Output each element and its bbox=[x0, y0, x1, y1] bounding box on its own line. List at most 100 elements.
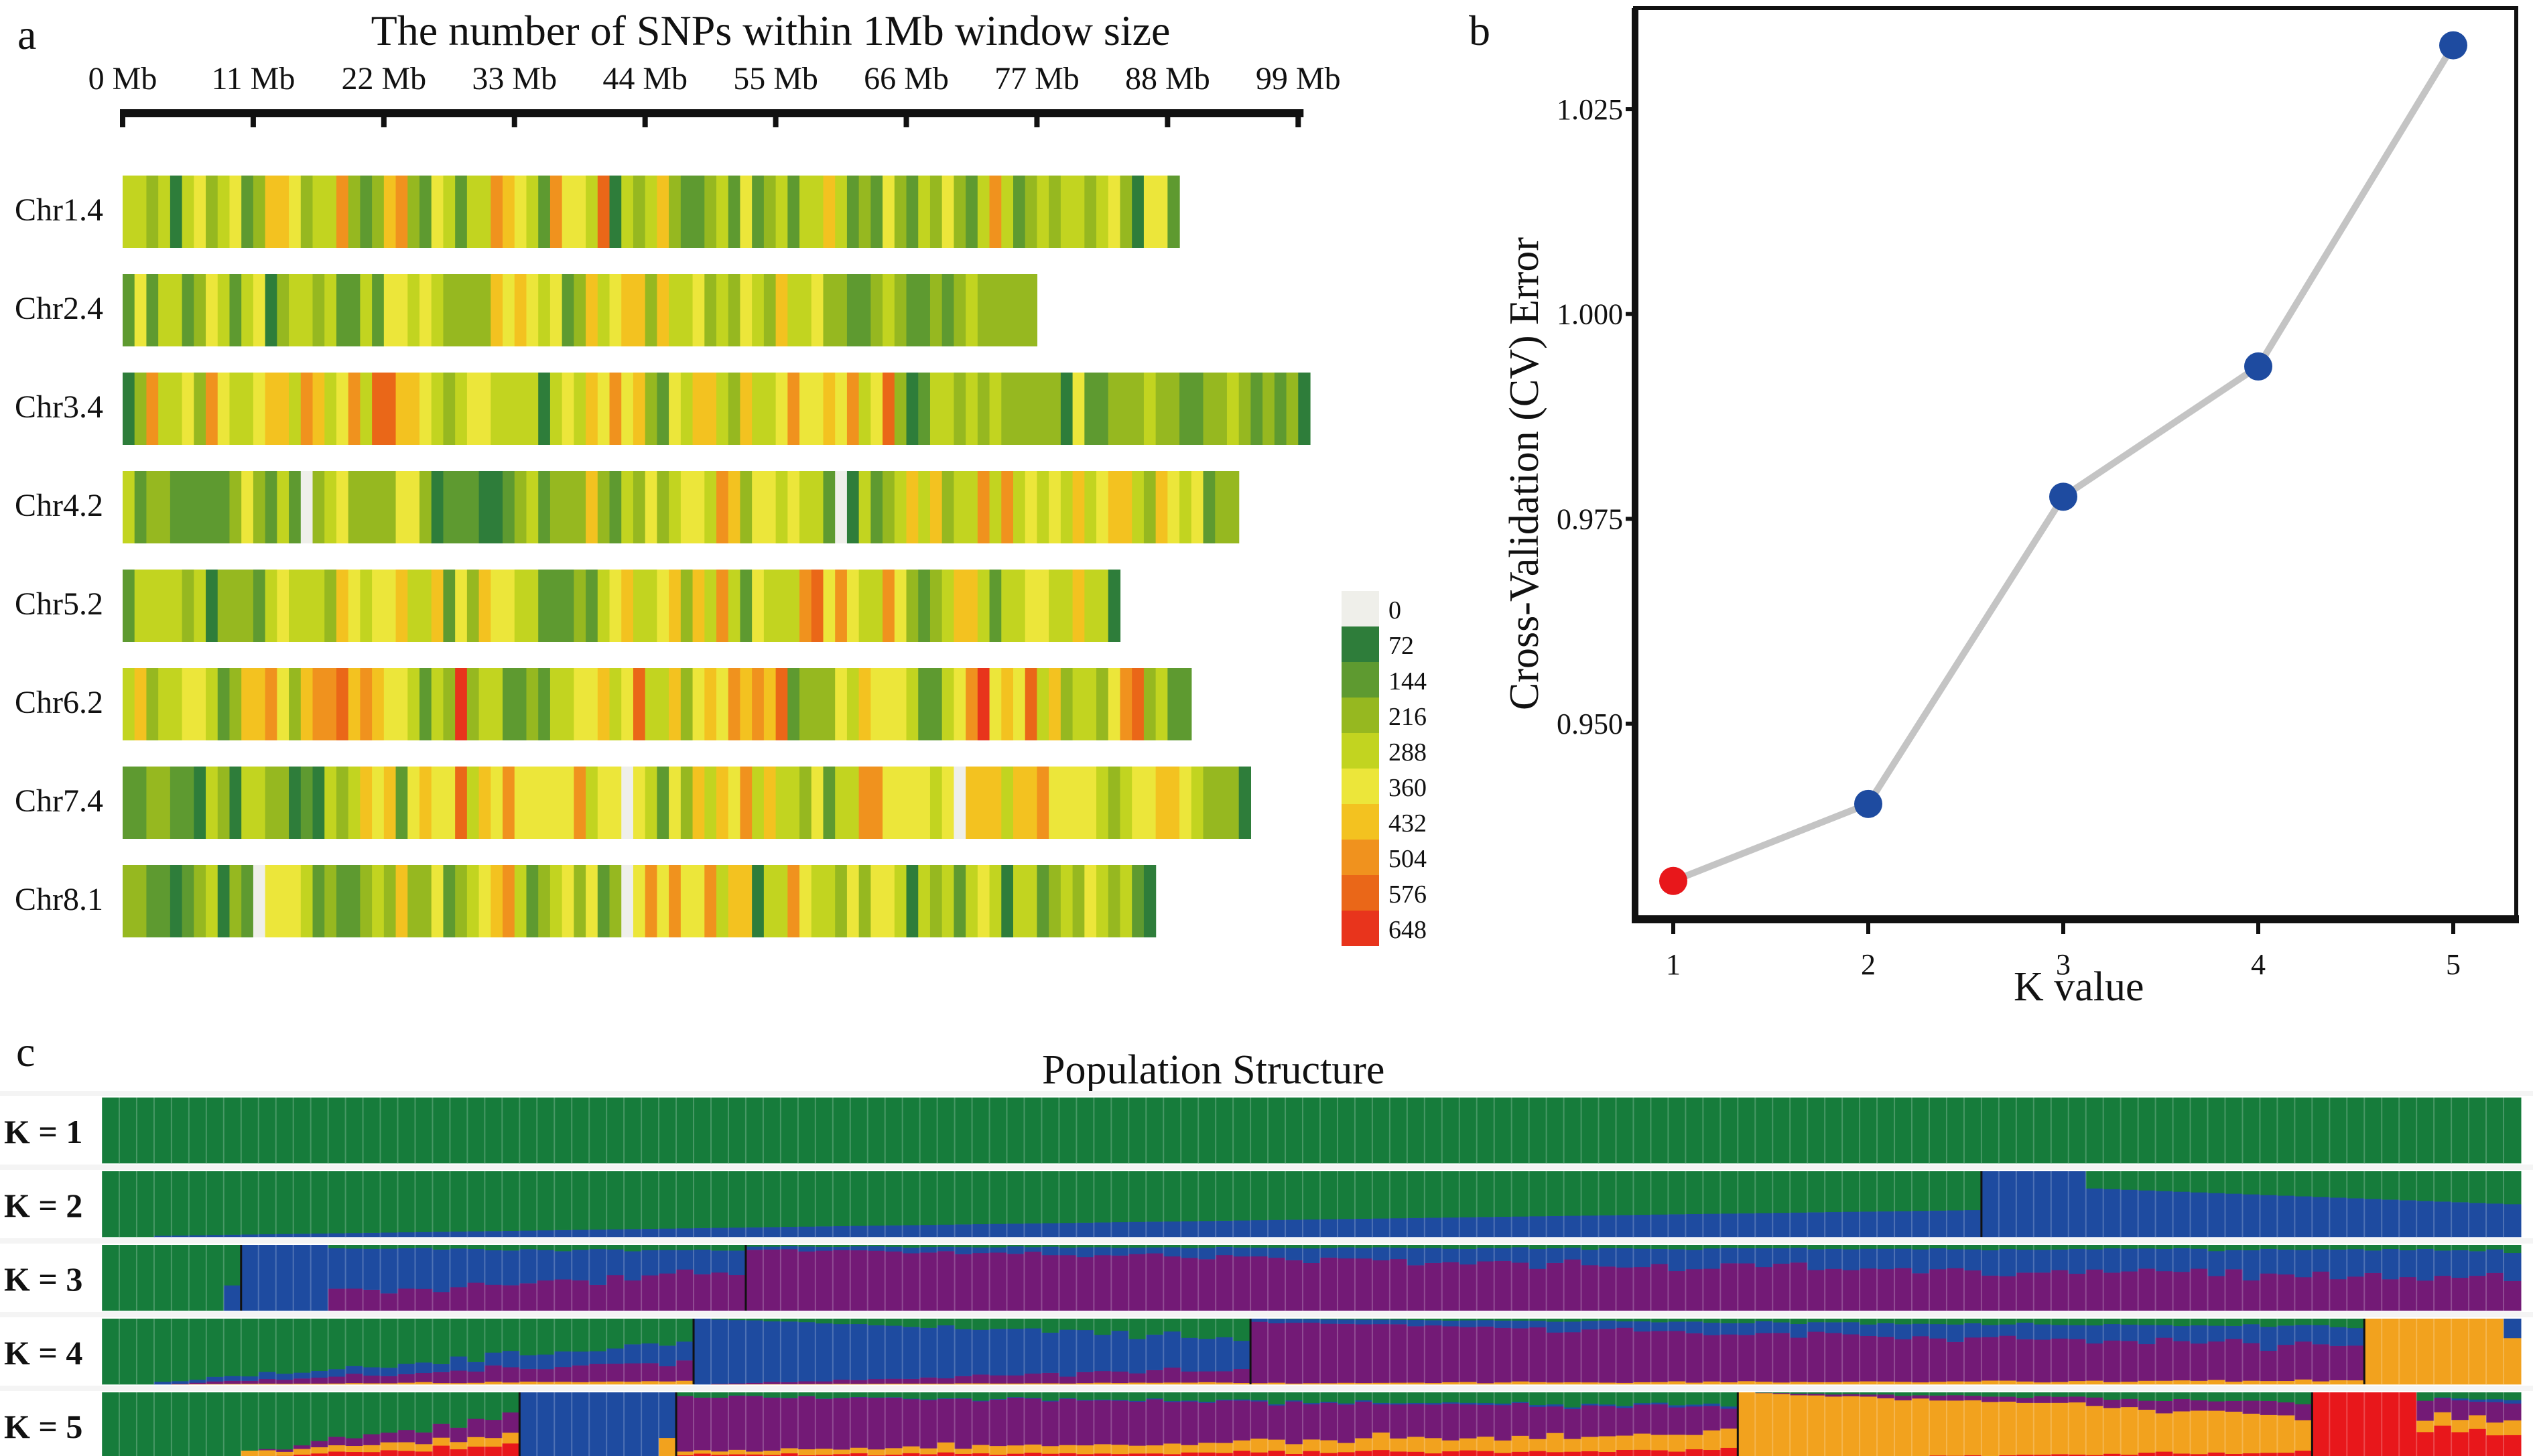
ancestry-green bbox=[450, 1319, 468, 1357]
snp-window bbox=[846, 176, 860, 248]
ancestry-purple bbox=[710, 1397, 729, 1452]
individual-bar bbox=[1354, 1171, 1373, 1238]
snp-window bbox=[763, 865, 777, 937]
ancestry-purple bbox=[2382, 1279, 2400, 1311]
snp-window bbox=[645, 668, 657, 740]
ancestry-green bbox=[1476, 1319, 1495, 1321]
ancestry-orange bbox=[2504, 1337, 2522, 1385]
snp-window bbox=[383, 176, 397, 248]
individual-bar bbox=[1580, 1245, 1600, 1311]
snp-window bbox=[1155, 176, 1168, 248]
ancestry-purple bbox=[1459, 1327, 1478, 1382]
legend-label: 360 bbox=[1388, 774, 1427, 802]
individual-bar bbox=[919, 1171, 938, 1238]
ancestry-purple bbox=[2294, 1341, 2313, 1380]
ancestry-purple bbox=[832, 1250, 851, 1311]
snp-window bbox=[383, 865, 397, 937]
ancestry-purple bbox=[2051, 1270, 2069, 1311]
ancestry-purple bbox=[1703, 1335, 1721, 1382]
ancestry-purple bbox=[1285, 1260, 1303, 1311]
ancestry-blue bbox=[2312, 1197, 2330, 1238]
ancestry-green bbox=[1981, 1319, 2000, 1325]
individual-bar bbox=[1754, 1098, 1773, 1164]
ancestry-green bbox=[1268, 1245, 1286, 1248]
ancestry-green bbox=[1041, 1319, 1059, 1333]
ancestry-orange bbox=[345, 1445, 364, 1453]
ancestry-green bbox=[1738, 1245, 1756, 1248]
individual-bar bbox=[1528, 1098, 1547, 1164]
snp-window bbox=[918, 176, 931, 248]
ancestry-purple bbox=[1041, 1372, 1059, 1384]
ancestry-green bbox=[710, 1245, 729, 1251]
ancestry-red bbox=[432, 1445, 450, 1456]
ancestry-orange bbox=[2434, 1319, 2452, 1385]
ancestry-blue bbox=[2277, 1195, 2295, 1238]
snp-window bbox=[372, 471, 385, 543]
snp-window bbox=[455, 865, 468, 937]
snp-window bbox=[918, 865, 931, 937]
ancestry-orange bbox=[1128, 1382, 1147, 1385]
individual-bar bbox=[240, 1245, 259, 1311]
ancestry-green bbox=[1790, 1245, 1808, 1248]
snp-window bbox=[680, 767, 694, 839]
snp-window bbox=[431, 176, 444, 248]
ancestry-purple bbox=[2312, 1271, 2330, 1311]
ancestry-green bbox=[206, 1319, 224, 1377]
individual-bar bbox=[1685, 1319, 1703, 1385]
ancestry-purple bbox=[415, 1432, 433, 1445]
ancestry-orange bbox=[1319, 1383, 1338, 1385]
snp-window bbox=[763, 570, 777, 642]
snp-window bbox=[123, 176, 135, 248]
ancestry-blue bbox=[797, 1321, 816, 1382]
snp-window bbox=[206, 471, 218, 543]
ancestry-purple bbox=[1998, 1276, 2017, 1311]
ancestry-green bbox=[937, 1392, 956, 1399]
snp-window bbox=[360, 471, 373, 543]
ancestry-blue bbox=[2068, 1171, 2087, 1238]
ancestry-green bbox=[850, 1392, 868, 1398]
ancestry-blue bbox=[1354, 1218, 1373, 1238]
ancestry-purple bbox=[1059, 1398, 1077, 1445]
panel-b-letter: b bbox=[1469, 7, 1490, 54]
snp-window bbox=[1143, 471, 1157, 543]
ancestry-purple bbox=[676, 1269, 694, 1311]
individual-bar bbox=[971, 1171, 990, 1238]
individual-bar bbox=[1041, 1245, 1059, 1311]
x-axis-title: K value bbox=[2014, 964, 2144, 1010]
ancestry-blue bbox=[989, 1398, 1008, 1400]
individual-bar bbox=[1232, 1319, 1251, 1385]
ancestry-green bbox=[1668, 1319, 1686, 1322]
ancestry-blue bbox=[432, 1232, 450, 1238]
snp-window bbox=[763, 471, 777, 543]
individual-bar bbox=[1371, 1171, 1390, 1238]
ancestry-blue bbox=[624, 1344, 642, 1364]
ancestry-green bbox=[572, 1319, 590, 1352]
individual-bar bbox=[2259, 1171, 2278, 1238]
individual-bar bbox=[641, 1098, 659, 1164]
snp-window bbox=[407, 373, 420, 445]
snp-window bbox=[669, 471, 681, 543]
ancestry-orange bbox=[2469, 1415, 2487, 1429]
ancestry-blue bbox=[1529, 1320, 1547, 1328]
ancestry-green bbox=[624, 1171, 642, 1230]
snp-window bbox=[906, 373, 919, 445]
ancestry-blue bbox=[745, 1246, 764, 1250]
snp-window bbox=[1037, 865, 1049, 937]
ancestry-purple bbox=[2416, 1280, 2434, 1311]
ancestry-purple bbox=[1111, 1400, 1129, 1445]
snp-window bbox=[787, 274, 800, 346]
snp-window bbox=[324, 570, 337, 642]
ancestry-blue bbox=[902, 1398, 921, 1400]
snp-window bbox=[609, 373, 622, 445]
snp-window bbox=[134, 274, 147, 346]
structure-row-k2 bbox=[101, 1171, 2522, 1238]
ancestry-purple bbox=[745, 1382, 764, 1385]
individual-bar bbox=[1041, 1098, 1059, 1164]
individual-bar bbox=[1145, 1319, 1164, 1385]
individual-bar bbox=[2102, 1392, 2122, 1456]
ancestry-green bbox=[1337, 1392, 1356, 1404]
ancestry-orange bbox=[2068, 1380, 2087, 1385]
ancestry-green bbox=[606, 1098, 625, 1164]
ancestry-green bbox=[2103, 1098, 2122, 1164]
ancestry-green bbox=[258, 1171, 277, 1235]
